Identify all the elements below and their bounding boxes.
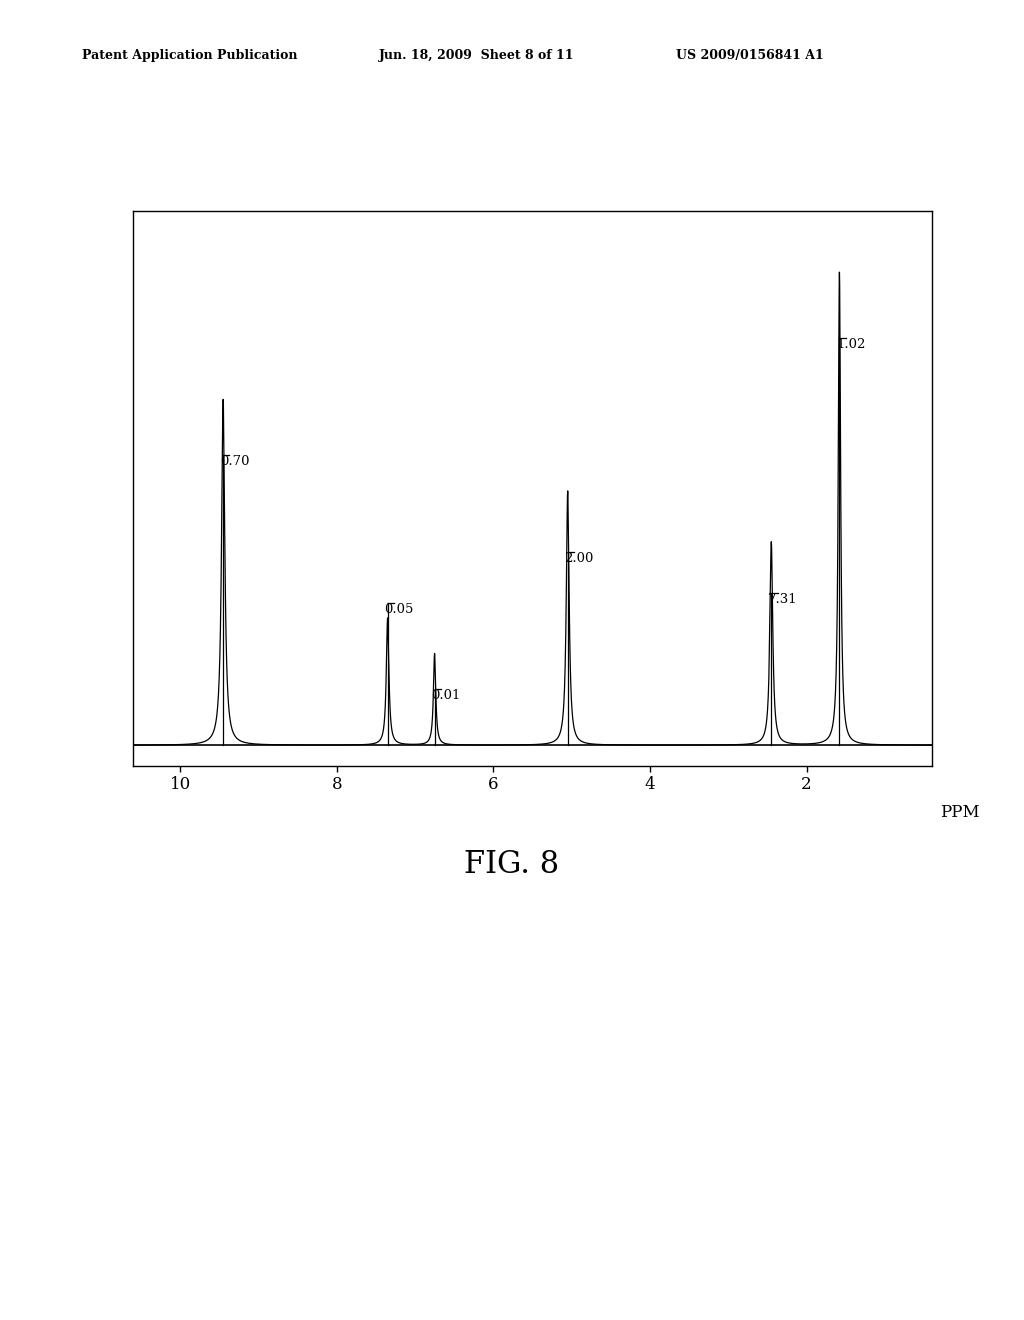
Text: 0.01: 0.01 [431,689,461,702]
Text: 1.02: 1.02 [837,338,865,351]
Text: PPM: PPM [940,804,979,821]
Text: Patent Application Publication: Patent Application Publication [82,49,297,62]
Text: Jun. 18, 2009  Sheet 8 of 11: Jun. 18, 2009 Sheet 8 of 11 [379,49,574,62]
Text: 0.70: 0.70 [220,455,250,469]
Text: FIG. 8: FIG. 8 [465,849,559,880]
Text: 0.05: 0.05 [384,603,414,616]
Text: US 2009/0156841 A1: US 2009/0156841 A1 [676,49,823,62]
Text: 7.31: 7.31 [768,593,798,606]
Text: 2.00: 2.00 [564,552,594,565]
